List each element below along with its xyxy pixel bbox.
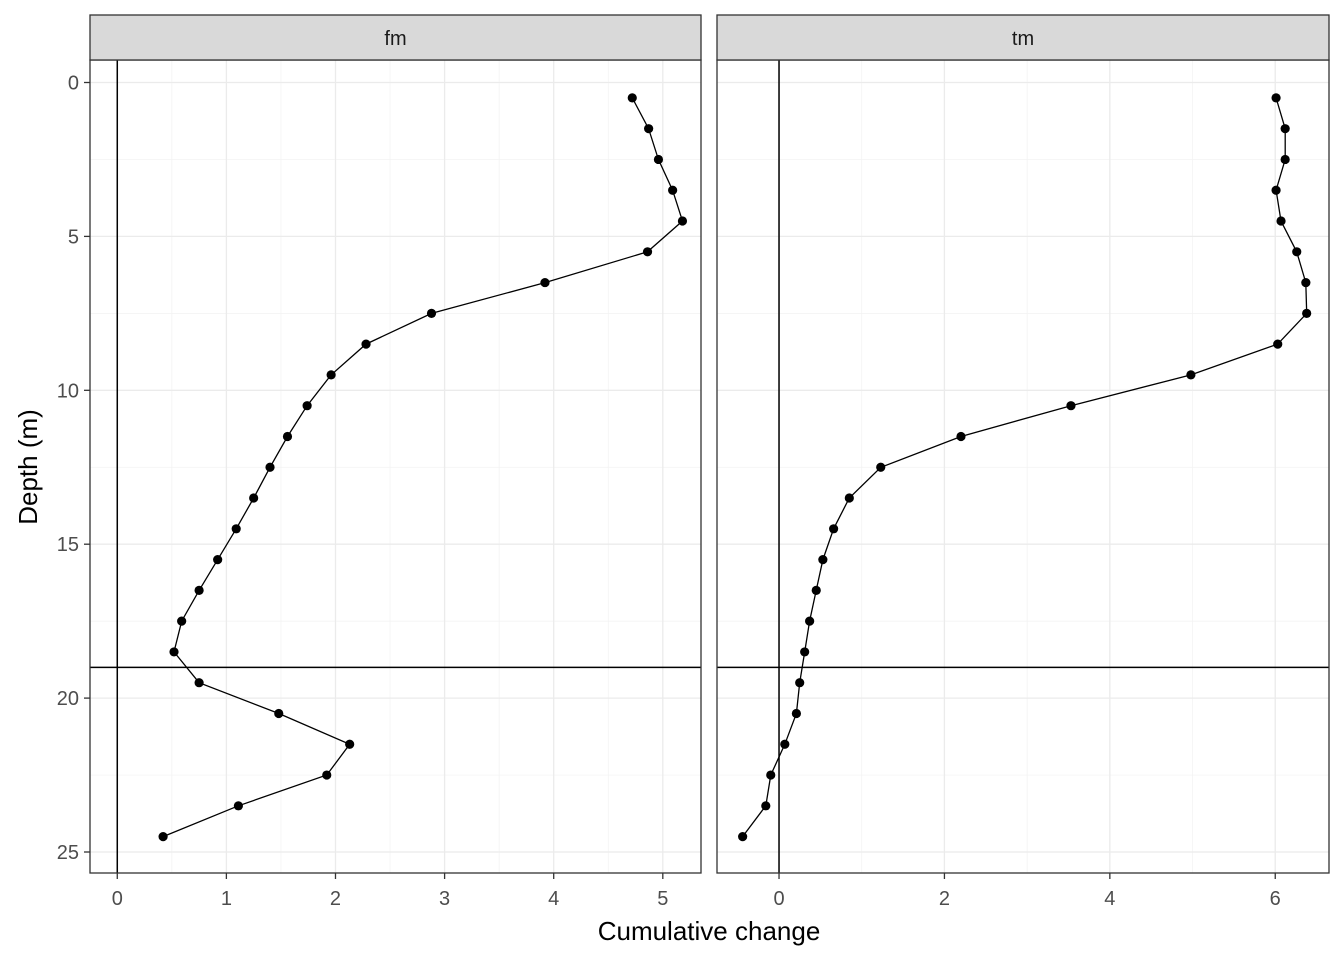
panel-background [90,60,701,873]
x-tick-label: 3 [439,888,450,910]
data-point [766,770,776,780]
data-point [233,801,243,811]
data-point [677,216,688,226]
data-point [627,93,637,103]
data-point [1186,370,1196,380]
x-tick-label: 2 [330,888,341,910]
x-axis-title: Cumulative change [598,916,821,946]
data-point [642,247,653,257]
y-tick-label: 10 [57,380,79,402]
data-point [169,647,179,657]
facet-strip-label: tm [1012,28,1034,50]
data-point [361,339,371,349]
data-point [231,524,241,534]
data-point [1280,154,1290,165]
x-tick-label: 1 [221,888,232,910]
data-point [1302,308,1312,318]
x-tick-label: 0 [773,888,784,910]
data-point [426,308,437,318]
data-point [644,124,654,134]
data-point [761,801,771,811]
data-point [876,462,886,472]
facet-strip [89,14,702,61]
data-point [322,770,332,780]
x-tick-label: 5 [657,888,668,910]
facet-strip [716,14,1330,61]
data-point [158,832,168,842]
data-point [1273,339,1283,349]
data-point [345,739,355,749]
data-point [1301,277,1311,288]
data-point [800,647,810,657]
data-point [956,431,966,442]
data-point [829,524,839,534]
data-point [265,462,275,472]
data-point [213,554,223,565]
x-tick-label: 4 [548,888,559,910]
x-tick-label: 2 [939,888,950,910]
data-point [274,708,284,719]
data-point [844,493,854,503]
data-point [811,585,821,595]
y-tick-label: 25 [57,842,79,864]
data-point [302,401,312,411]
data-point [1292,247,1302,257]
data-point [194,678,204,688]
data-point [540,277,550,288]
data-point [818,554,828,565]
y-tick-label: 0 [68,73,79,95]
y-tick-label: 15 [57,534,79,556]
y-tick-label: 20 [57,688,79,710]
data-point [249,493,259,503]
x-tick-label: 6 [1270,888,1281,910]
data-point [805,616,815,626]
data-point [326,370,336,380]
panels-layer: fm 0 1 2 3 4 5 0 5 10 15 20 25 tm 0 2 4 6 [57,14,1330,910]
x-tick-label: 0 [112,888,123,910]
data-point [1271,185,1281,195]
data-point [1276,216,1286,226]
panel-background [717,60,1329,873]
data-point [282,431,293,442]
panel-fm: fm 0 1 2 3 4 5 0 5 10 15 20 25 [57,14,702,910]
data-point [780,739,790,749]
data-point [738,832,748,842]
data-point [668,185,678,195]
data-point [194,585,204,595]
panel-tm: tm 0 2 4 6 [716,14,1330,910]
x-tick-label: 4 [1104,888,1115,910]
y-axis-title: Depth (m) [13,409,43,525]
data-point [1280,124,1290,134]
data-point [791,708,801,719]
data-point [177,616,187,626]
data-point [795,678,805,688]
data-point [1271,93,1281,103]
y-tick-label: 5 [68,226,79,248]
facet-strip-label: fm [384,28,406,50]
data-point [1066,401,1076,411]
data-point [653,154,664,165]
